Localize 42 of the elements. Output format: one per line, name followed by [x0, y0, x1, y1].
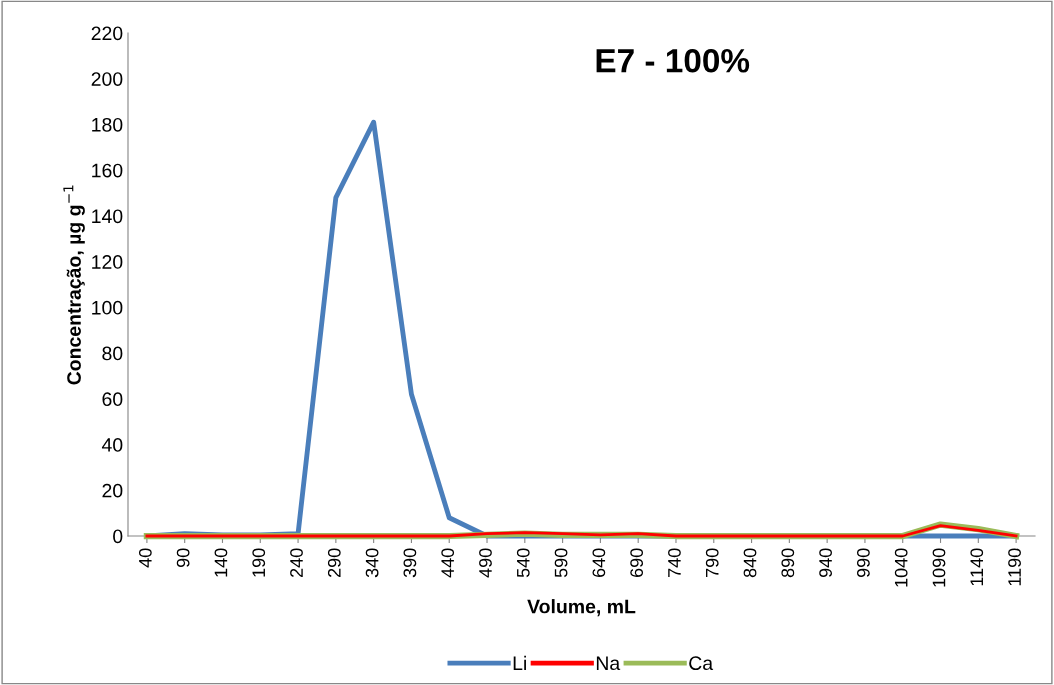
legend-label: Ca — [689, 656, 714, 671]
x-tick-label: 440 — [441, 548, 455, 578]
x-tick-label: 940 — [819, 548, 832, 578]
x-tick-label: 690 — [630, 548, 644, 578]
x-tick-label: 540 — [516, 548, 530, 578]
x-axis-title: Volume, mL — [527, 599, 636, 617]
y-tick-label: 60 — [102, 392, 123, 407]
y-tick-label: 0 — [113, 529, 123, 544]
y-tick-label: 100 — [92, 300, 123, 315]
x-tick-label: 1040 — [894, 548, 908, 587]
y-tick-label: 200 — [91, 72, 123, 86]
x-tick-label: 740 — [668, 548, 681, 577]
y-tick-label: 180 — [92, 117, 123, 132]
x-tick-label: 40 — [138, 548, 152, 568]
y-axis-title: Concentração, µg g$^{−1}$ — [63, 185, 85, 385]
x-tick-label: 490 — [479, 548, 492, 578]
x-tick-label: 240 — [290, 548, 303, 578]
x-tick-label: 140 — [214, 548, 228, 577]
x-tick-label: 640 — [592, 548, 606, 578]
y-tick-label: 220 — [91, 26, 123, 41]
x-tick-label: 990 — [857, 548, 870, 578]
y-tick-label: 120 — [92, 255, 123, 269]
x-tick-label: 390 — [403, 548, 417, 578]
x-tick-label: 190 — [252, 548, 266, 577]
y-tick-label: 140 — [92, 209, 123, 224]
legend-label: Li — [513, 655, 526, 670]
y-tick-label: 20 — [102, 483, 123, 498]
x-tick-label: 90 — [176, 548, 190, 568]
x-tick-label: 790 — [705, 548, 719, 577]
x-tick-label: 840 — [743, 548, 757, 578]
x-tick-label: 340 — [365, 548, 379, 578]
legend-label: Na — [596, 656, 621, 671]
chart-title: E7 - 100% — [596, 48, 750, 73]
x-tick-label: 1140 — [970, 548, 984, 586]
y-tick-label: 160 — [92, 163, 123, 178]
x-tick-label: 1090 — [932, 548, 946, 587]
x-tick-label: 1190 — [1008, 548, 1021, 586]
x-tick-label: 890 — [781, 548, 795, 578]
y-tick-label: 80 — [102, 346, 123, 361]
y-tick-label: 40 — [101, 438, 123, 452]
x-tick-label: 590 — [554, 548, 568, 578]
x-tick-label: 290 — [327, 548, 341, 578]
